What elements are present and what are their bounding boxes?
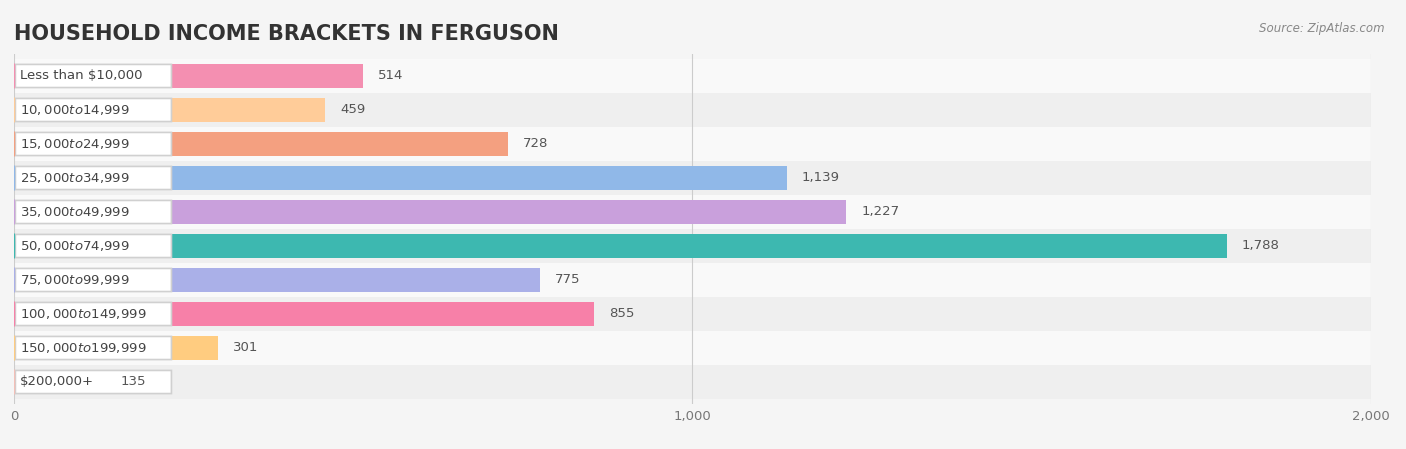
Text: $75,000 to $99,999: $75,000 to $99,999 bbox=[20, 273, 129, 287]
Bar bbox=[14, 166, 787, 190]
Text: 1,139: 1,139 bbox=[801, 172, 839, 185]
Text: $200,000+: $200,000+ bbox=[20, 375, 94, 388]
Bar bbox=[14, 302, 595, 326]
Text: $150,000 to $199,999: $150,000 to $199,999 bbox=[20, 341, 146, 355]
Text: Less than $10,000: Less than $10,000 bbox=[20, 70, 142, 83]
Text: $50,000 to $74,999: $50,000 to $74,999 bbox=[20, 239, 129, 253]
Bar bbox=[14, 200, 846, 224]
FancyBboxPatch shape bbox=[15, 167, 172, 189]
Text: 514: 514 bbox=[378, 70, 404, 83]
Bar bbox=[0, 263, 1406, 297]
Bar bbox=[14, 234, 1227, 258]
Text: 1,227: 1,227 bbox=[862, 206, 900, 219]
FancyBboxPatch shape bbox=[15, 98, 172, 122]
FancyBboxPatch shape bbox=[15, 64, 172, 88]
FancyBboxPatch shape bbox=[15, 269, 172, 291]
Text: $100,000 to $149,999: $100,000 to $149,999 bbox=[20, 307, 146, 321]
Bar bbox=[0, 93, 1406, 127]
FancyBboxPatch shape bbox=[15, 336, 172, 360]
Bar bbox=[0, 127, 1406, 161]
Bar bbox=[14, 98, 325, 122]
FancyBboxPatch shape bbox=[15, 234, 172, 258]
Text: $10,000 to $14,999: $10,000 to $14,999 bbox=[20, 103, 129, 117]
Text: 1,788: 1,788 bbox=[1241, 239, 1279, 252]
FancyBboxPatch shape bbox=[15, 200, 172, 224]
Bar bbox=[0, 161, 1406, 195]
Text: 301: 301 bbox=[233, 342, 259, 355]
Bar bbox=[14, 336, 218, 360]
Text: 135: 135 bbox=[121, 375, 146, 388]
Bar bbox=[0, 297, 1406, 331]
Bar bbox=[14, 132, 508, 156]
Bar bbox=[0, 195, 1406, 229]
FancyBboxPatch shape bbox=[15, 303, 172, 326]
Text: 855: 855 bbox=[609, 308, 634, 321]
Bar bbox=[0, 365, 1406, 399]
Bar bbox=[0, 331, 1406, 365]
FancyBboxPatch shape bbox=[15, 370, 172, 394]
Bar bbox=[14, 370, 105, 394]
Bar bbox=[0, 59, 1406, 93]
Text: $35,000 to $49,999: $35,000 to $49,999 bbox=[20, 205, 129, 219]
Bar bbox=[14, 64, 363, 88]
Bar bbox=[0, 229, 1406, 263]
Text: $15,000 to $24,999: $15,000 to $24,999 bbox=[20, 137, 129, 151]
Text: Source: ZipAtlas.com: Source: ZipAtlas.com bbox=[1260, 22, 1385, 35]
Text: 775: 775 bbox=[555, 273, 581, 286]
Text: 459: 459 bbox=[340, 103, 366, 116]
Bar bbox=[14, 268, 540, 292]
Text: $25,000 to $34,999: $25,000 to $34,999 bbox=[20, 171, 129, 185]
Text: 728: 728 bbox=[523, 137, 548, 150]
Text: HOUSEHOLD INCOME BRACKETS IN FERGUSON: HOUSEHOLD INCOME BRACKETS IN FERGUSON bbox=[14, 24, 560, 44]
FancyBboxPatch shape bbox=[15, 132, 172, 155]
